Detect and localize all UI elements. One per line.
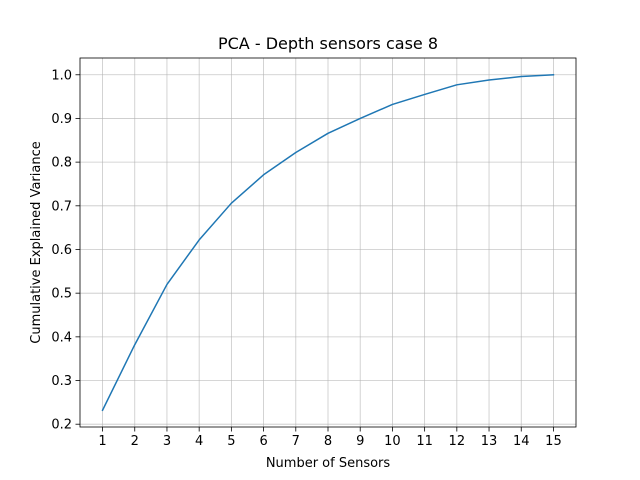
x-tick-label: 6 [259,434,267,449]
y-tick-label: 0.4 [51,330,72,345]
y-tick-label: 0.2 [51,418,72,433]
x-tick-label: 10 [384,434,401,449]
y-tick-label: 0.7 [51,199,72,214]
x-tick-label: 15 [545,434,562,449]
x-tick-label: 1 [98,434,106,449]
x-tick-label: 4 [195,434,203,449]
y-tick-label: 1.0 [51,68,72,83]
x-tick-label: 2 [131,434,139,449]
series-line [101,73,555,412]
y-tick-label: 0.5 [51,287,72,302]
tick-marks [75,74,554,432]
grid-lines [80,58,576,427]
y-axis-label: Cumulative Explained Variance [29,141,44,343]
y-tick-label: 0.3 [51,374,72,389]
x-tick-label: 14 [513,434,530,449]
x-tick-label: 13 [481,434,498,449]
x-tick-label: 9 [356,434,364,449]
tick-labels: 1 2 3 4 5 6 7 8 9 10 11 12 13 14 150.20.30.40.50.60.70… [51,68,561,449]
x-axis-label: Number of Sensors [266,456,391,471]
series-layer [101,73,555,412]
y-tick-label: 0.6 [51,243,72,258]
x-tick-label: 5 [227,434,235,449]
x-tick-label: 12 [449,434,466,449]
x-tick-label: 7 [292,434,300,449]
y-tick-label: 0.8 [51,156,72,171]
x-tick-label: 8 [324,434,332,449]
x-tick-label: 3 [163,434,171,449]
y-tick-label: 0.9 [51,112,72,127]
chart-title: PCA - Depth sensors case 8 [218,34,438,53]
x-tick-label: 11 [416,434,433,449]
